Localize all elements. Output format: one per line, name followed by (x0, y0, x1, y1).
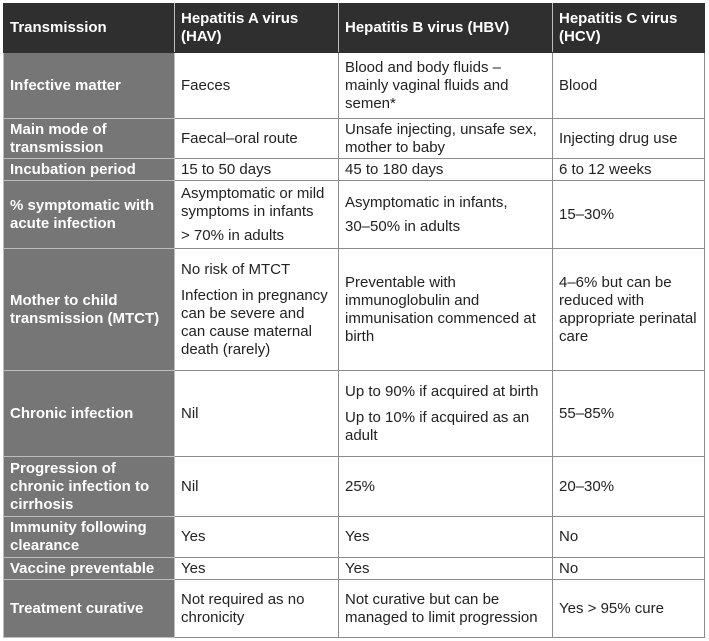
cell-hcv: 4–6% but can be reduced with appropriate… (552, 248, 705, 371)
cell-hav: Not required as no chronicity (174, 579, 339, 638)
row-label: Treatment curative (3, 579, 175, 638)
cell-hav: Faeces (174, 52, 339, 119)
cell-hav: 15 to 50 days (174, 158, 339, 181)
row-main-mode: Main mode of transmission Faecal–oral ro… (3, 118, 705, 159)
cell-hav: Faecal–oral route (174, 118, 339, 159)
cell-hbv: Preventable with immunoglobulin and immu… (338, 248, 553, 371)
row-label: Progression of chronic infection to cirr… (3, 456, 175, 517)
row-label: Infective matter (3, 52, 175, 119)
cell-hcv: No (552, 516, 705, 558)
cell-text: 30–50% in adults (345, 217, 461, 235)
cell-hcv: 20–30% (552, 456, 705, 517)
cell-hbv: Yes (338, 557, 553, 580)
row-mtct: Mother to child transmission (MTCT) No r… (3, 248, 705, 371)
row-label: Incubation period (3, 158, 175, 181)
cell-hbv: Unsafe injecting, unsafe sex, mother to … (338, 118, 553, 159)
cell-hcv: 6 to 12 weeks (552, 158, 705, 181)
cell-hav: Nil (174, 370, 339, 457)
cell-hcv: Blood (552, 52, 705, 119)
cell-text: No risk of MTCT (181, 260, 291, 278)
cell-hcv: 55–85% (552, 370, 705, 457)
hepatitis-comparison-table: Transmission Hepatitis A virus (HAV) Hep… (3, 3, 705, 638)
row-label: Chronic infection (3, 370, 175, 457)
cell-hbv: Blood and body fluids – mainly vaginal f… (338, 52, 553, 119)
row-label: % symptomatic with acute infection (3, 180, 175, 249)
cell-hcv: No (552, 557, 705, 580)
header-hav: Hepatitis A virus (HAV) (174, 3, 339, 53)
row-incubation: Incubation period 15 to 50 days 45 to 18… (3, 158, 705, 181)
row-label: Main mode of transmission (3, 118, 175, 159)
cell-hcv: 15–30% (552, 180, 705, 249)
cell-text: Up to 10% if acquired as an adult (345, 408, 530, 444)
cell-hav: Asymptomatic or mild symptoms in infants… (174, 180, 339, 249)
header-hcv: Hepatitis C virus (HCV) (552, 3, 705, 53)
row-chronic: Chronic infection Nil Up to 90% if acqui… (3, 370, 705, 457)
cell-text: Asymptomatic in infants, (345, 193, 508, 211)
cell-hcv: Yes > 95% cure (552, 579, 705, 638)
header-row: Transmission Hepatitis A virus (HAV) Hep… (3, 3, 705, 53)
cell-hbv: Up to 90% if acquired at birth Up to 10%… (338, 370, 553, 457)
cell-text: > 70% in adults (181, 226, 284, 244)
cell-hbv: Not curative but can be managed to limit… (338, 579, 553, 638)
row-treatment: Treatment curative Not required as no ch… (3, 579, 705, 638)
cell-text: Asymptomatic or mild symptoms in infants (181, 184, 325, 220)
row-immunity: Immunity following clearance Yes Yes No (3, 516, 705, 558)
cell-text: Infection in pregnancy can be severe and… (181, 286, 328, 358)
row-progression: Progression of chronic infection to cirr… (3, 456, 705, 517)
cell-hav: No risk of MTCT Infection in pregnancy c… (174, 248, 339, 371)
row-vaccine: Vaccine preventable Yes Yes No (3, 557, 705, 580)
cell-hcv: Injecting drug use (552, 118, 705, 159)
header-transmission: Transmission (3, 3, 175, 53)
cell-hbv: Yes (338, 516, 553, 558)
cell-hav: Nil (174, 456, 339, 517)
row-symptomatic: % symptomatic with acute infection Asymp… (3, 180, 705, 249)
cell-hav: Yes (174, 516, 339, 558)
row-label: Vaccine preventable (3, 557, 175, 580)
header-hbv: Hepatitis B virus (HBV) (338, 3, 553, 53)
cell-text: Up to 90% if acquired at birth (345, 382, 539, 400)
row-infective-matter: Infective matter Faeces Blood and body f… (3, 52, 705, 119)
row-label: Mother to child transmission (MTCT) (3, 248, 175, 371)
cell-hbv: 45 to 180 days (338, 158, 553, 181)
cell-hbv: 25% (338, 456, 553, 517)
cell-hbv: Asymptomatic in infants, 30–50% in adult… (338, 180, 553, 249)
cell-hav: Yes (174, 557, 339, 580)
row-label: Immunity following clearance (3, 516, 175, 558)
